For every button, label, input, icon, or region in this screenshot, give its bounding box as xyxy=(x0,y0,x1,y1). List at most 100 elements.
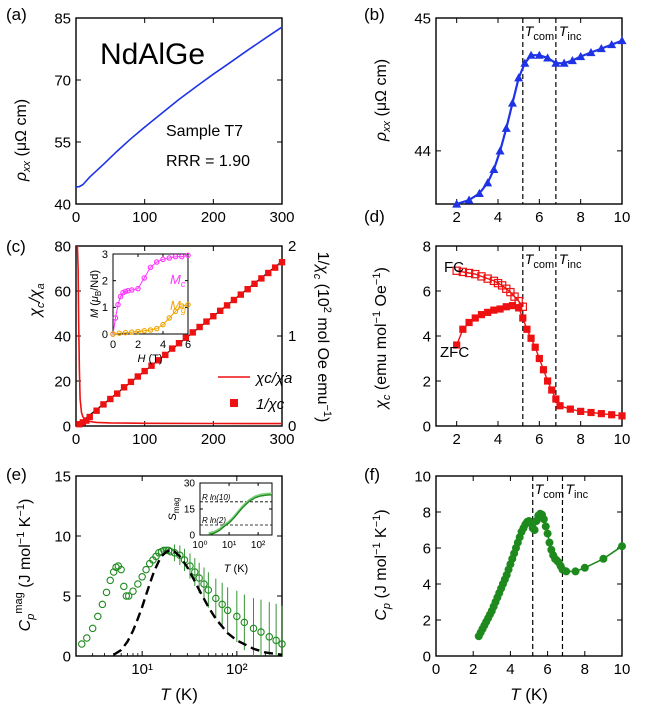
x-tick-label: 6 xyxy=(535,209,543,226)
y-tick-label: 2 xyxy=(423,373,431,390)
susceptibility-point xyxy=(548,386,556,394)
heat-capacity-point xyxy=(530,526,539,534)
magnetic-heat-capacity-point xyxy=(124,592,133,600)
susceptibility-point xyxy=(508,302,517,310)
susceptibility-point xyxy=(515,304,523,312)
susceptibility-point xyxy=(531,343,539,351)
x-tick-label: 6 xyxy=(185,339,191,351)
plot-frame-e xyxy=(75,475,283,657)
susceptibility-point xyxy=(458,267,468,277)
marks-b: 2 4 6 8 10 44 45 Tcom Tinc xyxy=(414,10,630,226)
marks-f: 0 2 4 6 8 10 0 2 4 6 8 10 Tcom Tinc xyxy=(414,468,630,678)
marks-e: 10¹ 10² 0 5 10 15 xyxy=(54,468,286,678)
magnetization-point xyxy=(172,253,179,260)
marks-c-inset: 0 2 4 6 0 1 2 3 xyxy=(102,249,191,351)
y-tick-label: 6 xyxy=(423,540,431,557)
data-point xyxy=(596,44,606,53)
y-tick-label: 15 xyxy=(54,468,71,485)
heat-capacity-point xyxy=(571,567,580,576)
y-tick-label: 8 xyxy=(423,238,431,255)
inverse-chi-point xyxy=(230,296,238,304)
data-point xyxy=(551,58,561,67)
ylabel-a: ρxx (μΩ cm) xyxy=(13,99,33,182)
plot-frame-a xyxy=(75,17,283,205)
magnetization-point xyxy=(185,301,191,308)
magnetization-point xyxy=(122,329,129,336)
inverse-chi-point xyxy=(83,417,90,424)
x-tick-label: 300 xyxy=(269,431,294,448)
panel-b: (b) ρxx (μΩ cm) 2 4 6 8 10 44 45 Tcom Tinc xyxy=(364,5,630,226)
panel-label-d: (d) xyxy=(364,207,385,226)
y-tick-label: 80 xyxy=(54,238,71,255)
susceptibility-point xyxy=(459,325,467,333)
data-point xyxy=(559,58,569,67)
data-point xyxy=(483,178,493,187)
panel-label-e: (e) xyxy=(6,465,27,484)
magnetic-heat-capacity-point xyxy=(223,606,232,615)
magnetic-heat-capacity-point xyxy=(233,612,241,621)
resistivity-line xyxy=(456,39,623,206)
magnetic-heat-capacity-point xyxy=(218,600,226,609)
magnetic-heat-capacity-point xyxy=(204,586,213,594)
y-tick-label: 55 xyxy=(54,134,71,151)
transition-label: Tcom xyxy=(535,481,564,501)
x-tick-label: 10² xyxy=(226,661,248,678)
inverse-chi-point xyxy=(203,318,210,325)
data-point xyxy=(586,48,596,57)
inverse-chi-point xyxy=(100,401,107,408)
inverse-chi-point xyxy=(265,269,272,277)
magnetization-point xyxy=(116,330,123,336)
data-point xyxy=(543,53,553,62)
inverse-chi-point xyxy=(120,384,128,391)
panel-e: (e) Cpmag (J mol−1 K−1) T (K) 10¹ 10²0510… xyxy=(6,465,286,704)
y-tick-label: 30 xyxy=(184,479,196,490)
magnetic-heat-capacity-point xyxy=(272,636,280,645)
y-tick-label: 0 xyxy=(63,648,71,665)
x-tick-label: 2 xyxy=(469,661,477,678)
data-point xyxy=(507,98,517,107)
magnetization-point xyxy=(112,315,119,321)
inverse-chi-point xyxy=(86,413,93,421)
magnetization-point xyxy=(147,327,154,333)
magnetic-heat-capacity-point xyxy=(212,594,220,603)
x-tick-label: 10 xyxy=(614,431,631,448)
series-label-fc: FC xyxy=(444,259,464,276)
x-tick-label: 10² xyxy=(251,540,266,551)
magnetization-point xyxy=(166,255,173,261)
susceptibility-point xyxy=(464,268,474,278)
magnetic-heat-capacity-point xyxy=(129,587,137,595)
x-tick-label: 8 xyxy=(576,431,584,448)
transition-label: Tinc xyxy=(559,23,582,43)
inverse-chi-point xyxy=(223,302,231,309)
magnetization-point xyxy=(117,293,124,300)
susceptibility-point xyxy=(496,305,504,313)
chart-title-a: NdAlGe xyxy=(100,38,205,71)
y-tick-label: 4 xyxy=(423,328,431,345)
inverse-chi-point xyxy=(168,345,176,352)
magnetization-point xyxy=(141,275,148,281)
data-point xyxy=(526,50,536,59)
heat-capacity-point xyxy=(543,529,552,538)
magnetization-point xyxy=(154,325,160,332)
magnetic-heat-capacity-point xyxy=(257,628,265,636)
panel-label-f: (f) xyxy=(364,465,380,484)
inverse-chi-point xyxy=(127,378,135,386)
y-tick-label: 20 xyxy=(54,373,71,390)
inverse-chi-point xyxy=(93,407,100,414)
panel-d: (d) χc (emu mol−1 Oe−1) 2 4 6 8 10 0 2 4 6 8 Tcom T… xyxy=(364,207,630,448)
susceptibility-point xyxy=(471,314,479,322)
susceptibility-point xyxy=(452,266,461,275)
magnetic-heat-capacity-point xyxy=(138,573,146,581)
x-tick-label: 100 xyxy=(132,431,157,448)
magnetic-heat-capacity-point xyxy=(94,612,102,621)
y-tick-label: 0 xyxy=(189,531,195,542)
ylabel-b: ρxx (μΩ cm) xyxy=(373,59,393,142)
heat-capacity-point xyxy=(545,538,554,547)
magnetic-heat-capacity-point xyxy=(134,580,142,588)
x-tick-label: 4 xyxy=(494,431,502,448)
y-tick-label: 40 xyxy=(54,196,71,213)
susceptibility-point xyxy=(465,318,473,327)
y-tick-label: 1 xyxy=(102,302,108,314)
transition-label: Tcom xyxy=(525,23,554,43)
x-tick-label: 300 xyxy=(269,209,294,226)
